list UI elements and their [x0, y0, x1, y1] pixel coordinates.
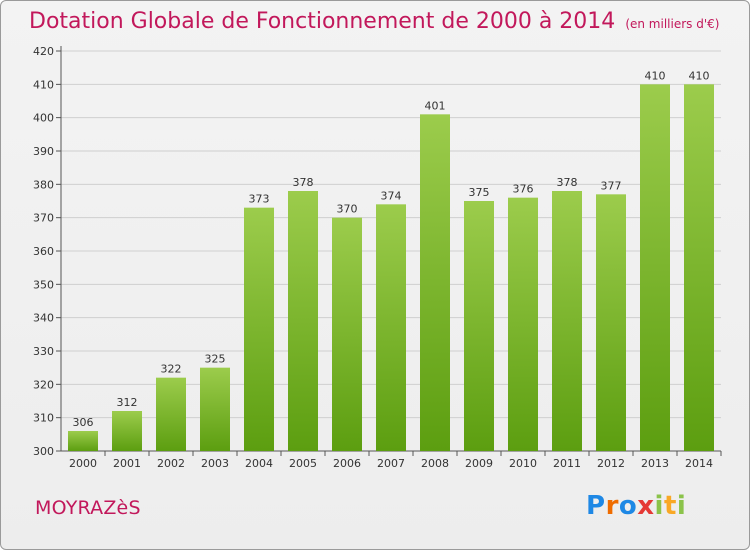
y-tick-label: 360: [33, 245, 54, 258]
bar-value-label: 376: [513, 183, 534, 196]
bar: [640, 84, 670, 451]
chart-title: Dotation Globale de Fonctionnement de 20…: [29, 9, 719, 34]
y-axis-ticks: 300 310 320 330 340 350 360 370 380 390 400 410 420: [33, 45, 61, 458]
bar-value-label: 375: [469, 186, 490, 199]
y-tick-label: 310: [33, 412, 54, 425]
bar-value-label: 306: [73, 416, 94, 429]
chart-unit-note: (en milliers d'€): [625, 17, 720, 31]
bar-value-label: 410: [645, 69, 666, 82]
bar: [244, 207, 274, 451]
x-tick-label: 2011: [553, 457, 581, 470]
bar: [376, 204, 406, 451]
bar: [596, 194, 626, 452]
bar-value-label: 370: [337, 203, 358, 216]
proxiti-logo: Proxiti: [586, 491, 686, 521]
bar: [552, 191, 582, 451]
bar: [464, 201, 494, 451]
y-tick-label: 330: [33, 345, 54, 358]
bar-value-label: 373: [249, 193, 270, 206]
x-tick-label: 2002: [157, 457, 185, 470]
value-labels: 306 312 322 325 373 378 370 374 401 375 376 378 377 4…: [73, 69, 710, 429]
chart-title-main: Dotation Globale de Fonctionnement de 20…: [29, 9, 616, 34]
logo-letter: i: [654, 491, 664, 521]
y-tick-label: 420: [33, 45, 54, 58]
bar-value-label: 377: [601, 179, 622, 192]
y-tick-label: 380: [33, 178, 54, 191]
commune-name: MOYRAZèS: [35, 497, 141, 519]
x-tick-label: 2010: [509, 457, 537, 470]
logo-letter: r: [605, 491, 619, 521]
x-tick-label: 2003: [201, 457, 229, 470]
logo-letter: i: [676, 491, 687, 521]
y-tick-label: 350: [33, 278, 54, 291]
logo-letter: x: [637, 491, 655, 521]
logo-letter: P: [586, 491, 606, 521]
bar: [112, 411, 142, 451]
bar: [288, 191, 318, 451]
bars: [68, 84, 714, 452]
y-tick-label: 320: [33, 378, 54, 391]
bar: [332, 217, 362, 451]
bar-value-label: 410: [689, 69, 710, 82]
y-tick-label: 300: [33, 445, 54, 458]
x-tick-label: 2007: [377, 457, 405, 470]
y-tick-label: 390: [33, 145, 54, 158]
x-tick-label: 2000: [69, 457, 97, 470]
bar-value-label: 378: [293, 176, 314, 189]
x-tick-label: 2013: [641, 457, 669, 470]
x-tick-label: 2006: [333, 457, 361, 470]
y-tick-label: 370: [33, 212, 54, 225]
x-axis-ticks: 2000 2001 2002 2003 2004 2005 2006 2007 2008 2009…: [69, 451, 722, 470]
bar-value-label: 374: [381, 189, 402, 202]
logo-letter: o: [618, 491, 638, 521]
bar: [156, 377, 186, 451]
bar: [420, 114, 450, 451]
bar-value-label: 401: [425, 99, 446, 112]
x-tick-label: 2014: [685, 457, 713, 470]
bar: [508, 197, 538, 451]
y-tick-label: 410: [33, 78, 54, 91]
x-tick-label: 2012: [597, 457, 625, 470]
logo-letter: t: [663, 491, 677, 521]
bar-value-label: 312: [117, 396, 138, 409]
bar-value-label: 325: [205, 353, 226, 366]
bar: [200, 367, 230, 451]
x-tick-label: 2009: [465, 457, 493, 470]
bar-value-label: 378: [557, 176, 578, 189]
bar: [68, 431, 98, 451]
x-tick-label: 2001: [113, 457, 141, 470]
bar-value-label: 322: [161, 363, 182, 376]
x-tick-label: 2004: [245, 457, 273, 470]
y-tick-label: 400: [33, 112, 54, 125]
x-tick-label: 2008: [421, 457, 449, 470]
x-tick-label: 2005: [289, 457, 317, 470]
bar: [684, 84, 714, 451]
y-tick-label: 340: [33, 312, 54, 325]
